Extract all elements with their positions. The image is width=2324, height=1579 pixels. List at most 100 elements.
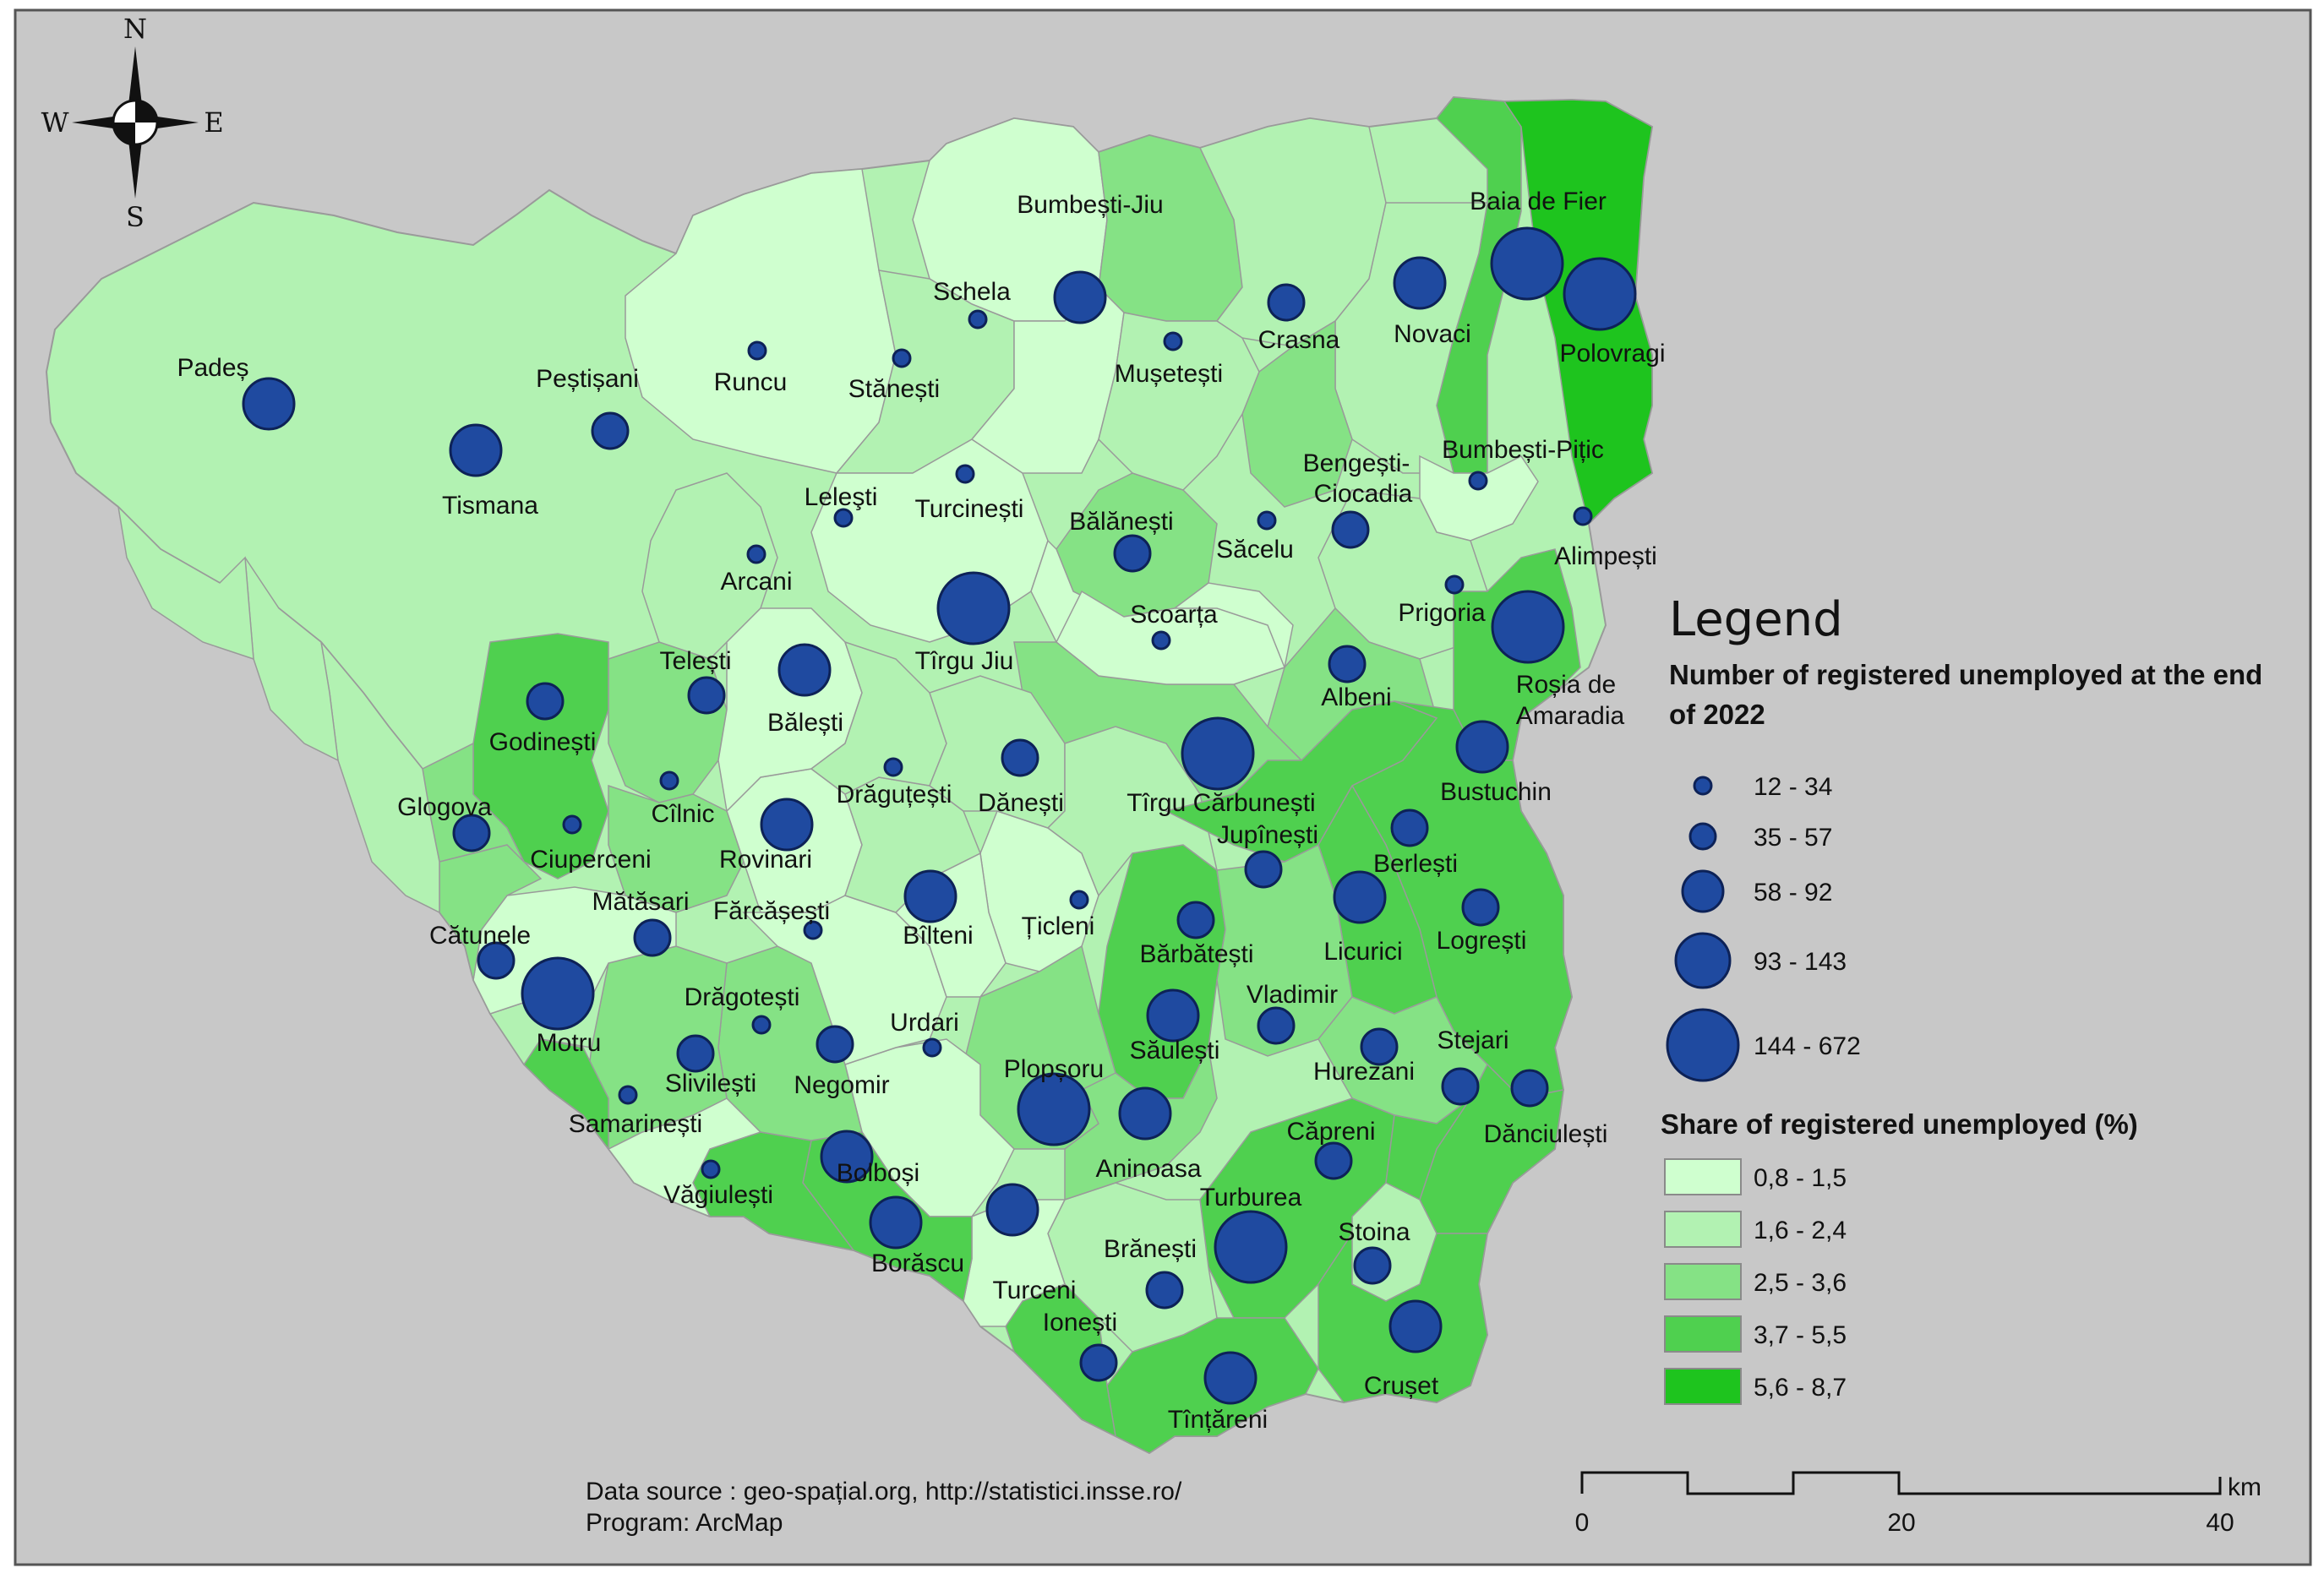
label-polovragi: Polovragi (1559, 340, 1665, 368)
label-logre-ti: Logrești (1437, 927, 1527, 955)
commune-region (244, 557, 339, 762)
label-s-celu: Săcelu (1216, 536, 1294, 564)
legend-size-title-line: of 2022 (1669, 699, 1765, 730)
compass-north-arrow (128, 46, 143, 112)
legend-share-swatch (1664, 1158, 1742, 1195)
symbol-negomir (816, 1025, 854, 1064)
compass-e-label: E (204, 106, 223, 139)
scale-tick-40: 40 (2206, 1509, 2234, 1537)
compass-s-label: S (126, 201, 145, 233)
symbol-runcu (747, 340, 767, 361)
symbol-slivile-ti (676, 1034, 715, 1073)
label-stoina: Stoina (1338, 1218, 1410, 1246)
legend-share-swatch (1664, 1368, 1742, 1405)
legend-size-symbol (1693, 776, 1713, 796)
legend-size-title-line: Number of registered unemployed at the e… (1669, 659, 2262, 690)
symbol-rovinari (760, 798, 814, 852)
symbol-godine-ti (526, 682, 565, 721)
symbol-turceni (985, 1183, 1039, 1237)
legend-share-label: 0,8 - 1,5 (1754, 1164, 1847, 1192)
scale-bar: 0 20 40 km (1575, 1471, 2261, 1537)
label-b-le-ti: Bălești (767, 709, 843, 737)
label-line: Ciocadia (1314, 480, 1413, 508)
commune-region (810, 640, 947, 795)
label-novaci: Novaci (1394, 320, 1471, 348)
legend-size-symbol (1666, 1008, 1740, 1082)
label-urdari: Urdari (890, 1009, 959, 1037)
legend-size-label: 93 - 143 (1754, 948, 1847, 976)
commune-region (1046, 726, 1219, 897)
symbol-motru (521, 956, 595, 1031)
label-samarine-ti: Samarinești (569, 1110, 702, 1138)
label-bustuchin: Bustuchin (1440, 778, 1552, 806)
symbol-st-ne-ti (892, 348, 912, 368)
label-turceni: Turceni (993, 1277, 1077, 1304)
symbol-plop-oru (1017, 1072, 1091, 1146)
label-berle-ti: Berlești (1373, 850, 1458, 878)
label-pe-ti-ani: Peștișani (536, 365, 639, 393)
legend-size-symbol (1674, 932, 1732, 989)
legend-share-swatch (1664, 1263, 1742, 1300)
label-c-lnic: Cîlnic (651, 800, 714, 828)
place-labels: Padeș Tismana Peștișani Runcu Schela Stănești… (177, 188, 1665, 1434)
symbol-arcani (746, 544, 766, 564)
symbol-b-l-ne-ti (1113, 534, 1152, 573)
label-f-rc-e-ti: Fărcășești (713, 897, 830, 925)
label-st-ne-ti: Stănești (848, 375, 940, 403)
symbol-benge-ti-ciocadia (1331, 510, 1370, 549)
symbol-samarine-ti (618, 1085, 638, 1105)
symbol-bumbe-ti-jiu (1053, 270, 1107, 324)
symbol-dr-gu-e-ti (883, 757, 903, 777)
label-turcine-ti: Turcinești (915, 495, 1024, 523)
label-b-rb-te-ti: Bărbătești (1139, 940, 1253, 968)
symbol-lele-ti (833, 508, 854, 528)
symbol-logre-ti (1461, 888, 1500, 927)
symbol-pade- (242, 377, 296, 431)
label-slivile-ti: Slivilești (665, 1070, 756, 1097)
symbol-bustuchin (1455, 720, 1509, 774)
compass-rose: N S E W (41, 13, 224, 233)
compass-quadrant (135, 101, 157, 123)
label-tele-ti: Telești (659, 647, 731, 675)
symbol-t-rgu-c-rbune-ti (1181, 716, 1255, 791)
legend-size-symbol (1688, 822, 1717, 851)
label-b-l-ne-ti: Bălănești (1069, 508, 1173, 536)
label-s-ule-ti: Săulești (1130, 1037, 1220, 1064)
label-hurezani: Hurezani (1313, 1058, 1415, 1086)
compass-n-label: N (123, 13, 147, 45)
symbol-vladimir (1257, 1006, 1296, 1045)
legend-size-symbol (1681, 869, 1725, 913)
label-line: Bengești- (1303, 449, 1410, 477)
label-crasna: Crasna (1258, 326, 1340, 354)
label-prigoria: Prigoria (1398, 599, 1486, 627)
symbol-glogova (452, 814, 491, 852)
label-jup-ne-ti: Jupînești (1217, 821, 1318, 849)
scale-tick-0: 0 (1575, 1509, 1590, 1537)
symbol-turburea (1214, 1210, 1288, 1284)
label-lele-ti: Leleşti (805, 483, 878, 511)
label-vladimir: Vladimir (1247, 981, 1338, 1009)
symbol-bolbo-i (820, 1130, 874, 1184)
symbol-turcine-ti (955, 464, 975, 484)
symbol-s-celu (1257, 510, 1277, 531)
symbol-baia-de-fier (1490, 226, 1564, 301)
label-albeni: Albeni (1321, 683, 1391, 711)
compass-south-arrow (128, 133, 143, 199)
legend-title: Legend (1669, 592, 1843, 647)
scale-unit: km (2228, 1473, 2261, 1501)
symbol-m-t-sari (633, 918, 672, 957)
label-dr-gote-ti: Drăgotești (685, 983, 800, 1011)
label-t-rgu-c-rbune-ti: Tîrgu Cărbunești (1127, 789, 1315, 817)
symbol-v-giule-ti (701, 1159, 721, 1179)
label-cru-et: Crușet (1364, 1372, 1439, 1400)
symbol-dr-gote-ti (751, 1015, 772, 1035)
compass-west-arrow (72, 115, 125, 130)
symbol-s-ule-ti (1146, 988, 1200, 1043)
label-line: Roșia de (1516, 671, 1616, 699)
symbol-b-le-ti (777, 643, 832, 697)
label-bumbe-ti-jiu: Bumbești-Jiu (1017, 191, 1163, 219)
symbol-tele-ti (687, 676, 726, 715)
symbol-hurezani (1360, 1027, 1399, 1066)
legend-share-classes: 0,8 - 1,5 1,6 - 2,4 2,5 - 3,6 3,7 - 5,5 5,6 … (1664, 1158, 1847, 1405)
label-alimpe-ti: Alimpești (1554, 542, 1657, 570)
